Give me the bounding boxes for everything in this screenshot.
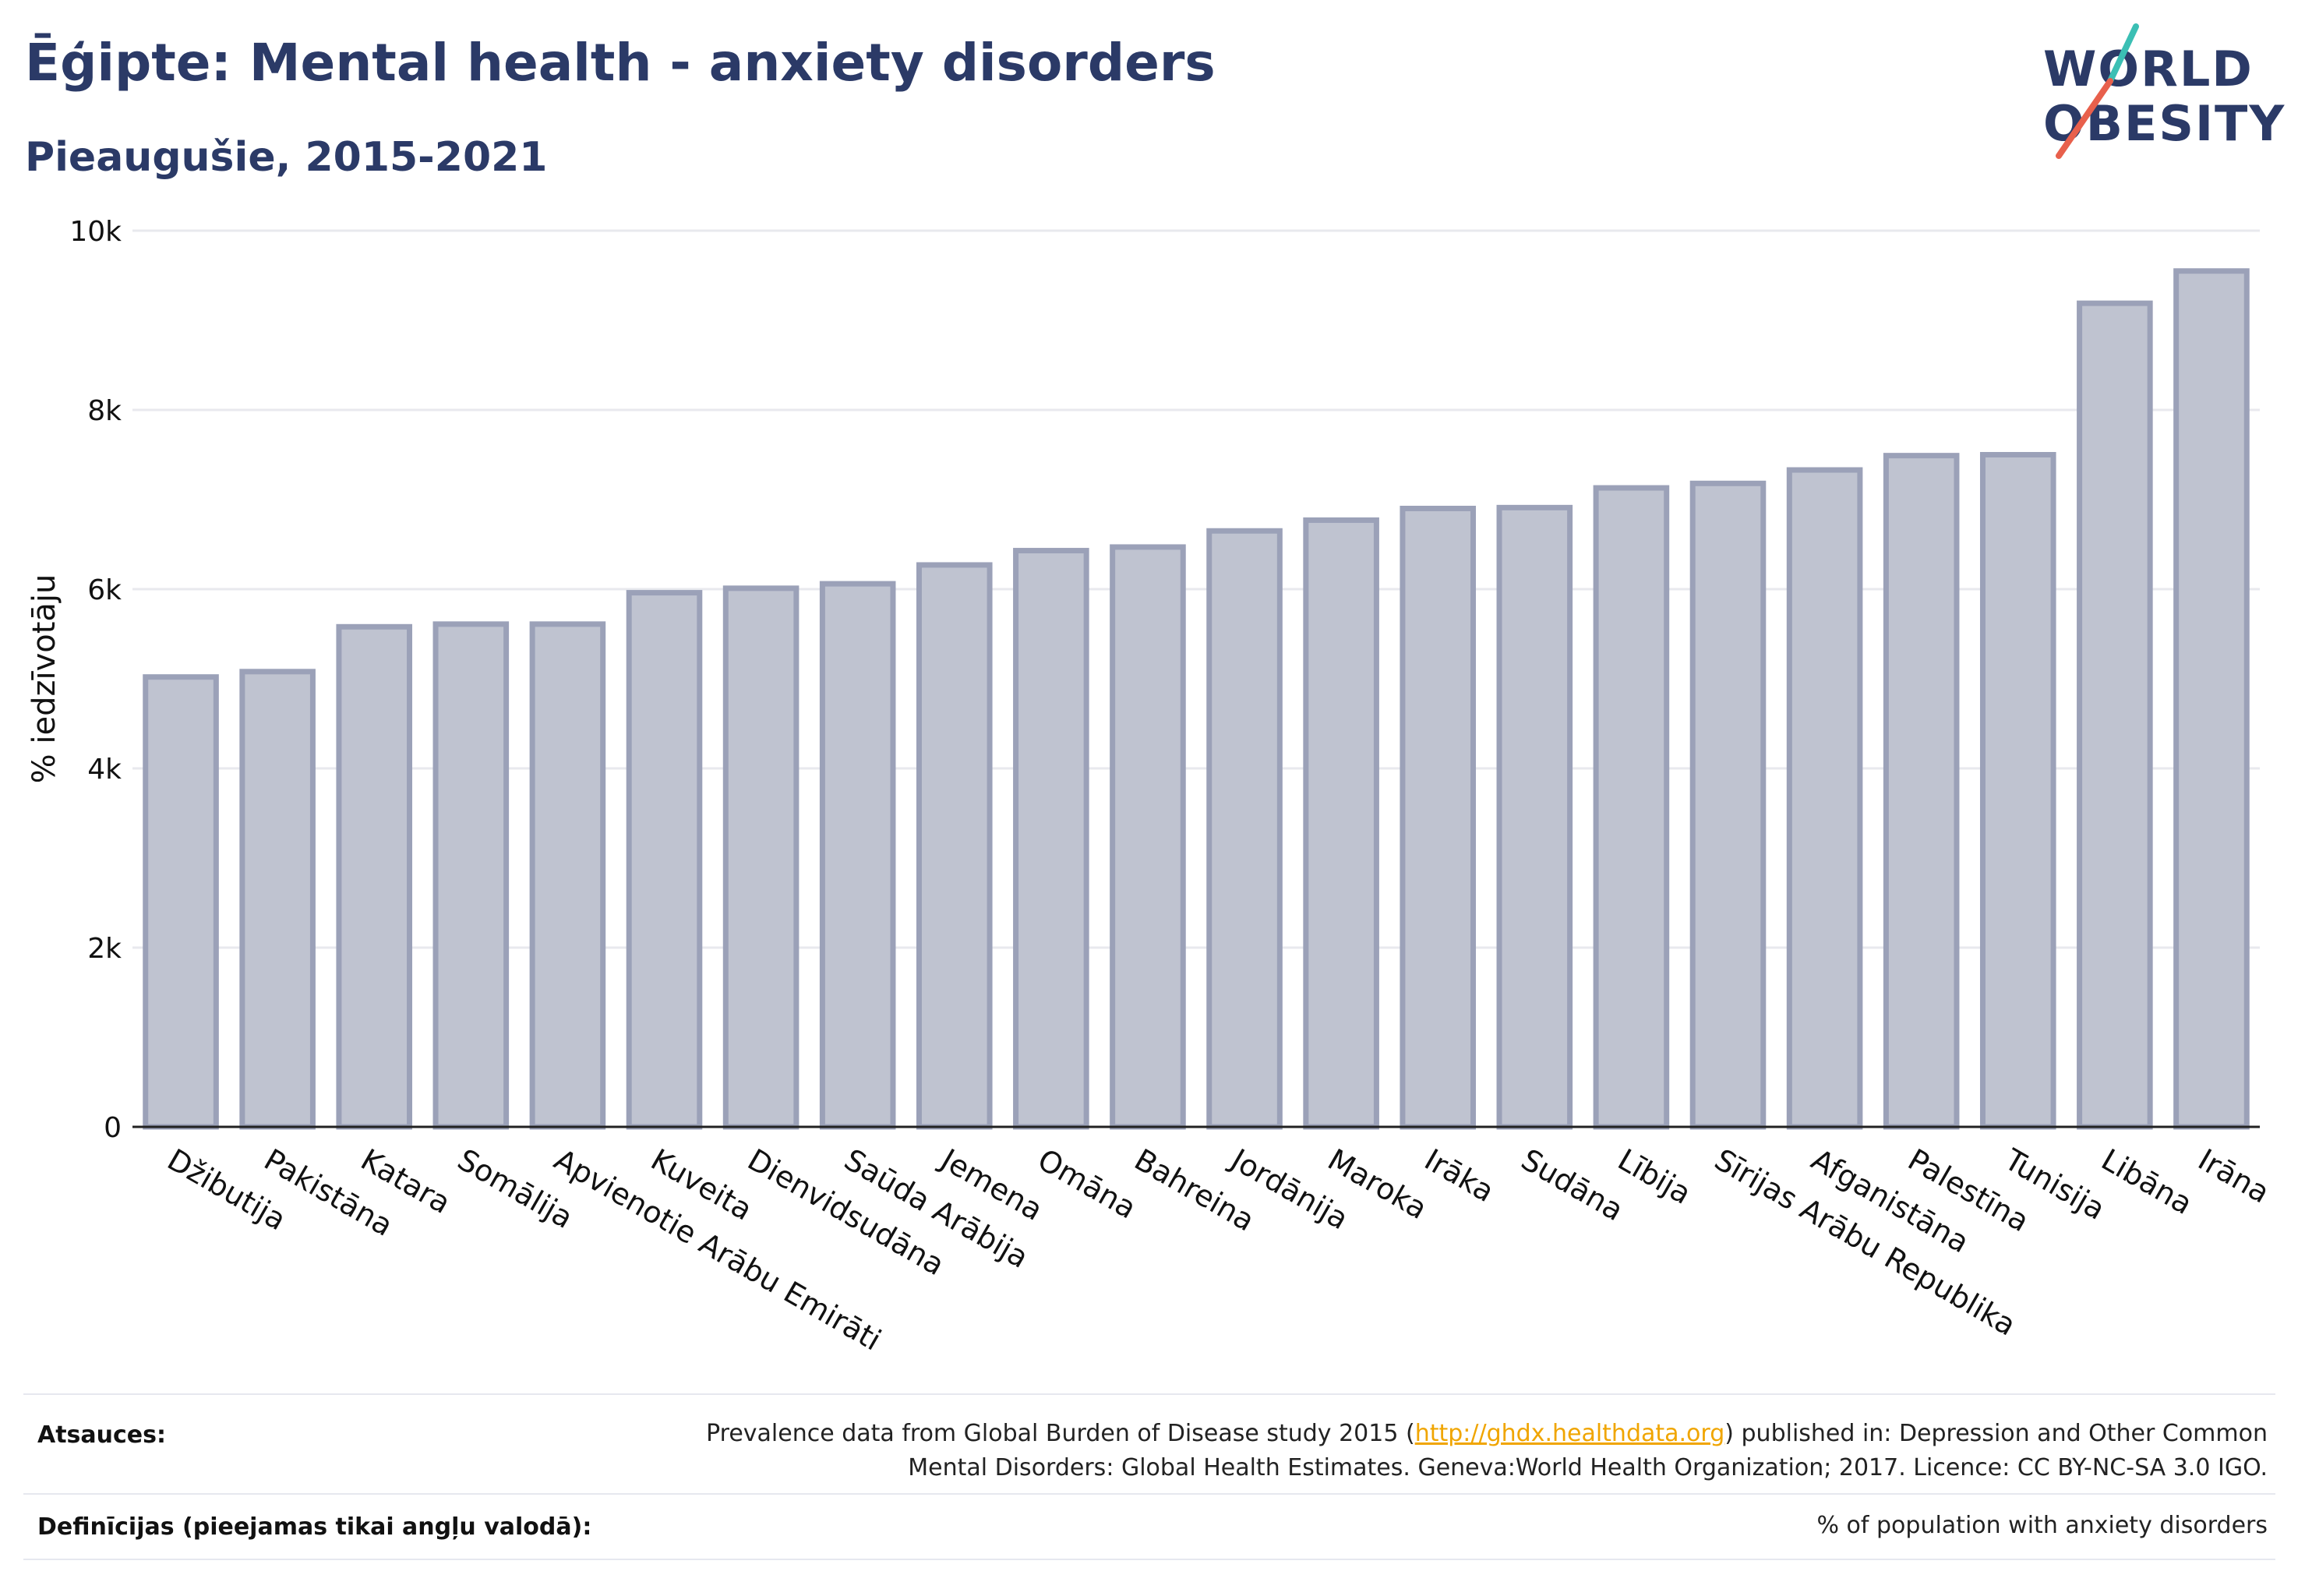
bar[interactable] [1883, 453, 1960, 1130]
bar-chart: 0 2k 4k 6k 8k 10k DžibutijaPakistānaKataraSom… [26, 216, 2275, 1358]
bar[interactable] [239, 669, 316, 1130]
bar[interactable] [1206, 528, 1283, 1130]
bar[interactable] [336, 623, 413, 1130]
y-tick-label: 8k [87, 395, 122, 427]
y-tick-label: 10k [69, 216, 122, 248]
y-tick-label: 6k [87, 574, 122, 606]
y-tick-label: 0 [104, 1112, 122, 1144]
page-title: Ēģipte: Mental health - anxiety disorder… [25, 33, 1216, 93]
sources-text: Prevalence data from Global Burden of Di… [706, 1417, 2268, 1485]
bar[interactable] [916, 562, 993, 1130]
sources-text-line2: Mental Disorders: Global Health Estimate… [908, 1454, 2268, 1481]
bar[interactable] [143, 674, 219, 1130]
bar[interactable] [432, 621, 510, 1130]
y-axis-ticks: 0 2k 4k 6k 8k 10k [69, 216, 122, 1144]
bar[interactable] [1013, 548, 1089, 1130]
sources-link[interactable]: http://ghdx.healthdata.org [1414, 1420, 1725, 1447]
definitions-label: Definīcijas (pieejamas tikai angļu valod… [37, 1513, 592, 1541]
sources-text-after: ) published in: Depression and Other Com… [1724, 1420, 2268, 1447]
x-tick-label: Omāna [1032, 1142, 1142, 1226]
bar[interactable] [529, 621, 606, 1130]
bar[interactable] [1593, 485, 1670, 1130]
definitions-text: % of population with anxiety disorders [1816, 1512, 2268, 1539]
bar[interactable] [626, 590, 703, 1130]
bar[interactable] [1110, 544, 1186, 1130]
x-tick-label: Irāna [2192, 1142, 2275, 1210]
logo-line-1: WORLD [2043, 41, 2254, 97]
bar[interactable] [1979, 452, 2056, 1130]
logo-slash-icon [2056, 23, 2139, 159]
x-axis-ticks: DžibutijaPakistānaKataraSomālijaApvienot… [162, 1142, 2275, 1358]
bar[interactable] [819, 581, 896, 1130]
bar[interactable] [2173, 268, 2250, 1130]
bar[interactable] [1689, 480, 1767, 1130]
y-tick-label: 2k [87, 933, 122, 965]
bar[interactable] [1496, 504, 1573, 1130]
y-tick-label: 4k [87, 754, 122, 786]
bar[interactable] [722, 585, 800, 1130]
sources-label: Atsauces: [37, 1421, 166, 1449]
y-axis-label: % iedzīvotāju [26, 574, 62, 784]
bar[interactable] [2077, 300, 2153, 1130]
bar[interactable] [1400, 506, 1477, 1130]
bars [143, 268, 2250, 1130]
bar[interactable] [1303, 517, 1379, 1130]
definitions-row: Definīcijas (pieejamas tikai angļu valod… [23, 1493, 2275, 1560]
x-tick-label: Libāna [2095, 1142, 2198, 1221]
page-subtitle: Pieaugušie, 2015-2021 [25, 134, 548, 181]
x-tick-label: Sudāna [1516, 1142, 1629, 1228]
world-obesity-logo[interactable]: WORLD OBESITY [2032, 23, 2289, 164]
sources-text-before: Prevalence data from Global Burden of Di… [706, 1420, 1415, 1447]
sources-row: Atsauces: Prevalence data from Global Bu… [23, 1393, 2275, 1495]
bar[interactable] [1786, 467, 1863, 1130]
